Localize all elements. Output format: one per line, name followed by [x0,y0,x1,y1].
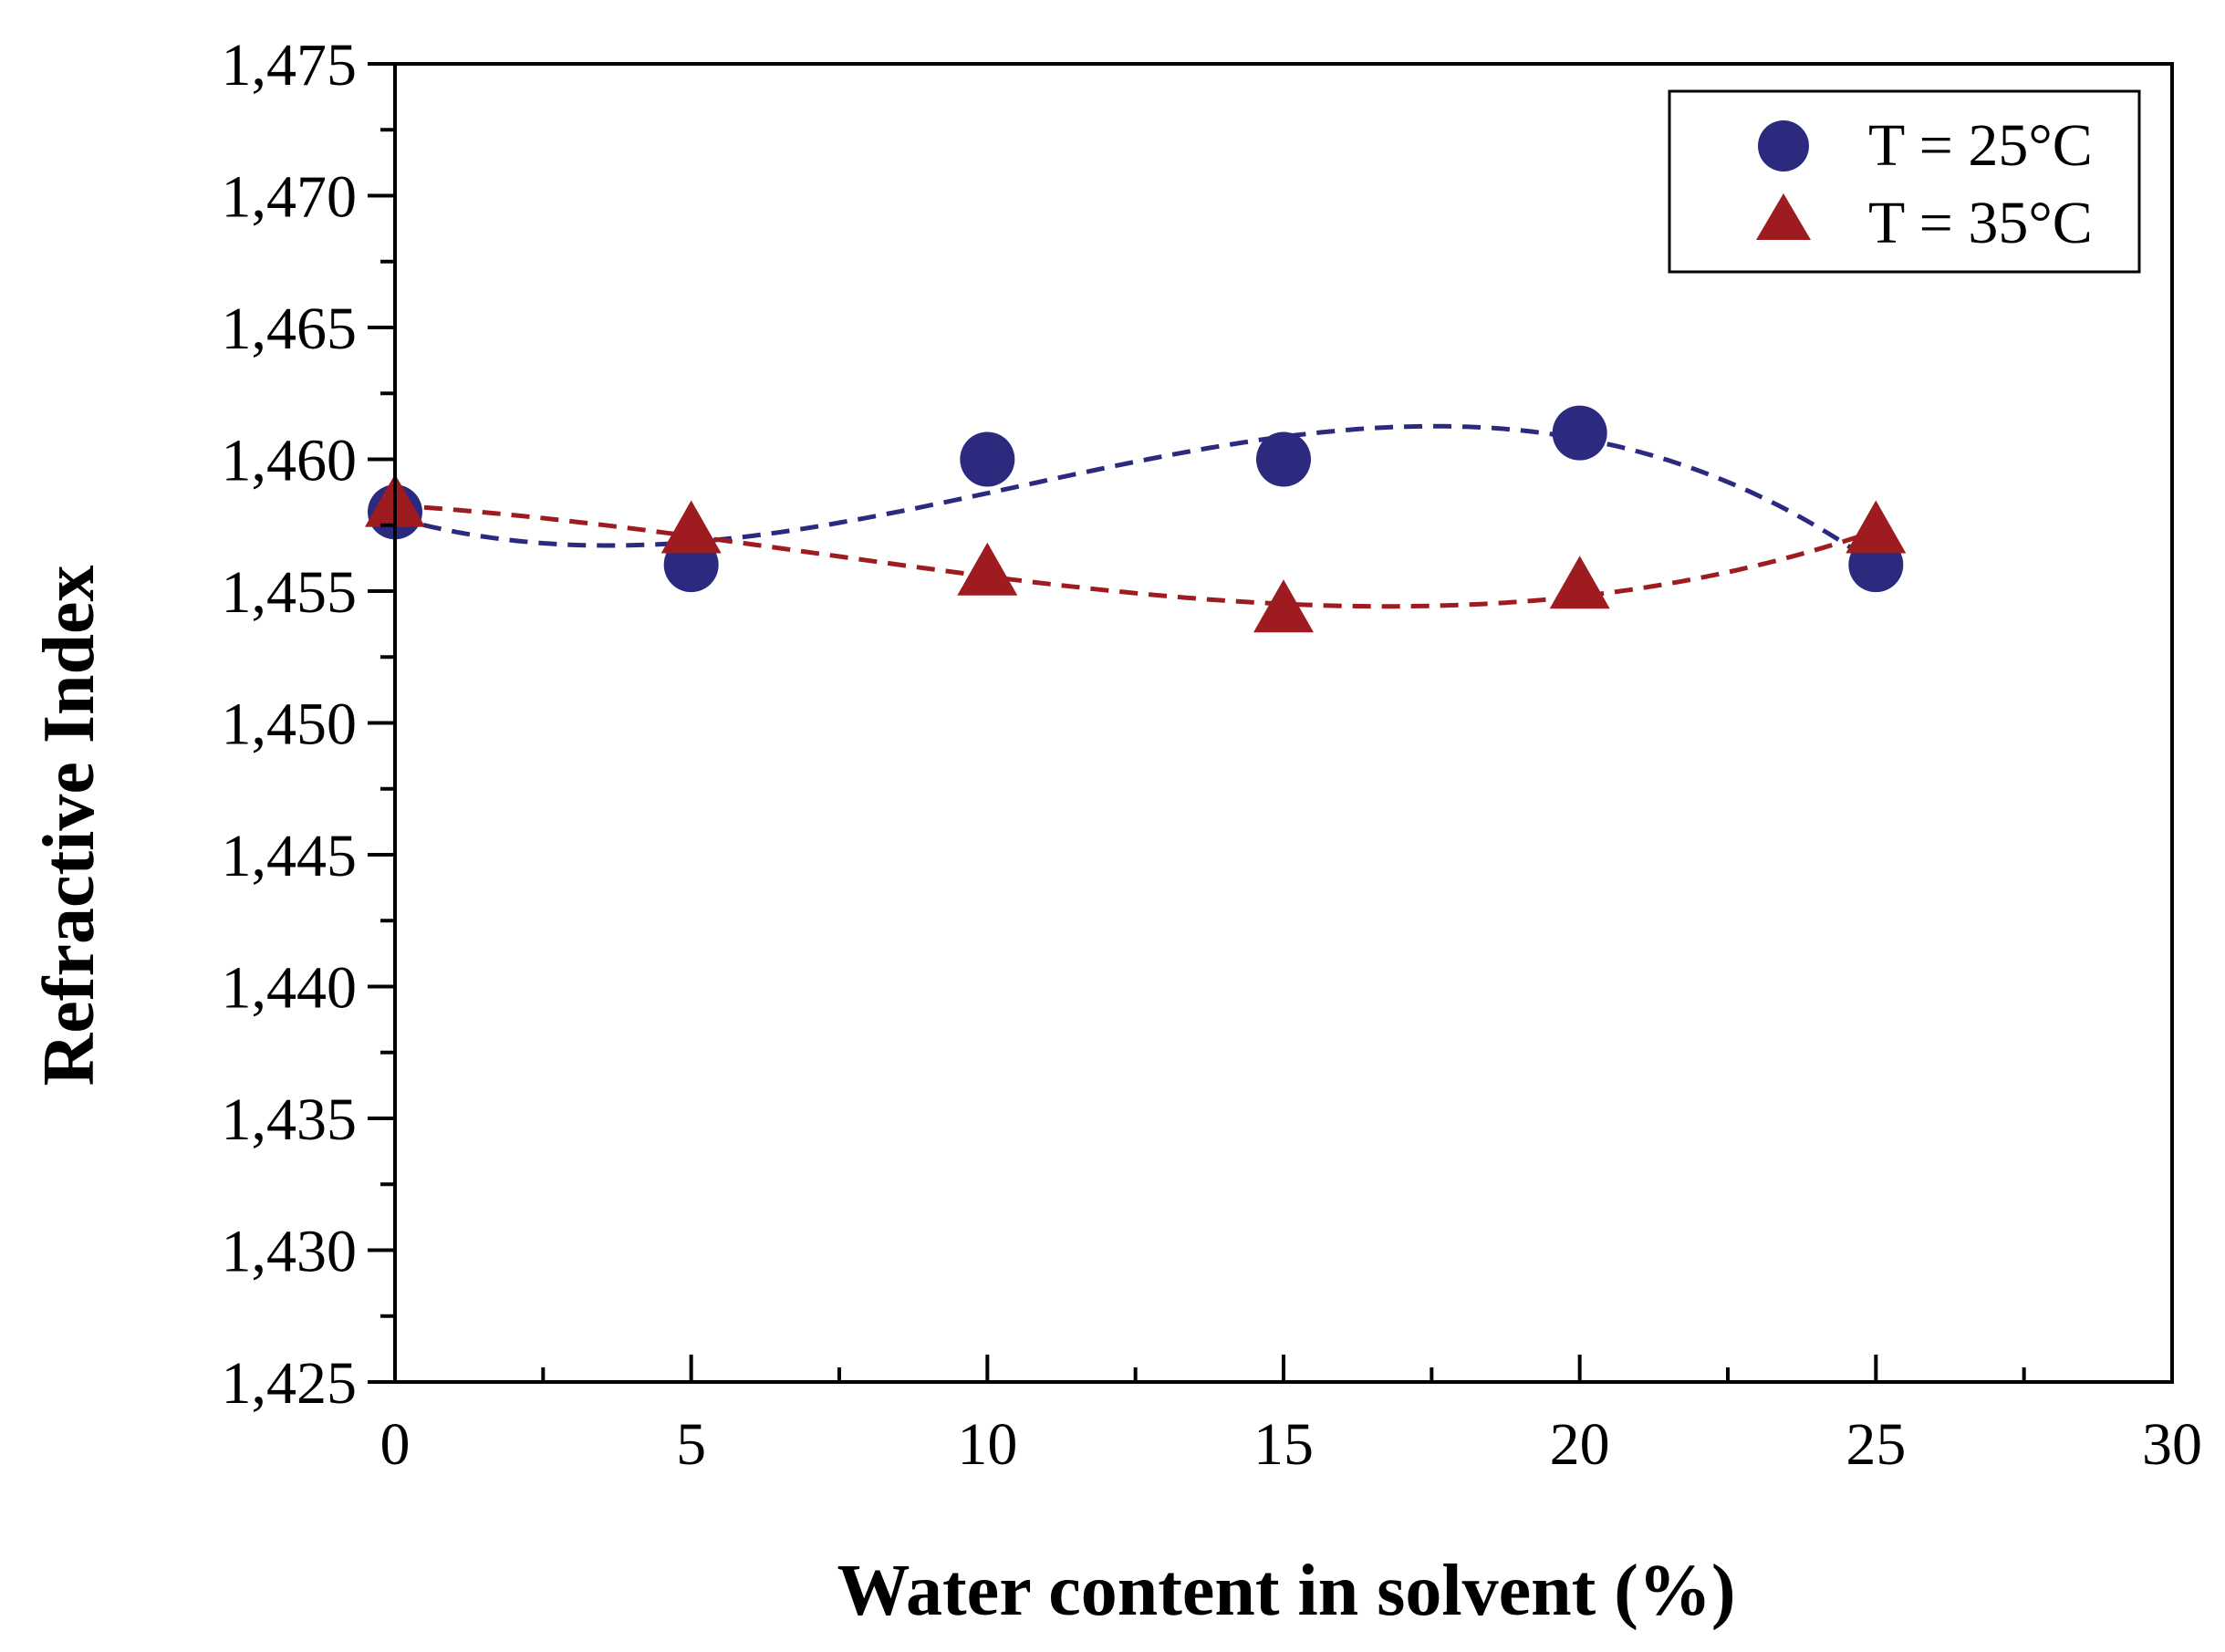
legend-marker-25c [1758,120,1809,171]
fit-curve-series-1 [394,503,1877,609]
data-markers [365,405,1907,633]
fit-curves [394,423,1877,609]
data-point-triangle [1253,579,1314,633]
x-tick-label: 0 [380,1411,411,1478]
x-tick-label: 15 [1253,1411,1314,1478]
data-point-triangle [1846,500,1907,554]
x-tick-label: 5 [676,1411,706,1478]
y-axis-title: Refractive Index [29,566,109,1086]
y-tick-label: 1,465 [222,296,358,362]
legend-label-35c: T = 35°C [1868,190,2093,256]
data-point-circle [1552,405,1607,461]
y-tick-label: 1,475 [222,32,358,99]
data-point-triangle [957,542,1018,596]
y-tick-label: 1,450 [222,691,358,758]
data-point-triangle [660,500,722,554]
legend-box [1668,89,2141,274]
y-tick-label: 1,455 [222,559,358,626]
legend-label-25c: T = 25°C [1868,112,2093,179]
y-tick-label: 1,435 [222,1086,358,1153]
axes: 0 5 10 15 20 25 30 1,425 1,430 1,435 1,440 1,445 1,4… [222,32,2203,1478]
y-tick-label: 1,425 [222,1350,358,1417]
y-tick-label: 1,460 [222,428,358,494]
data-point-circle [1256,431,1311,487]
x-tick-label: 30 [2142,1411,2202,1478]
x-axis-title: Water content in solvent (%) [837,1551,1735,1631]
x-tick-label: 20 [1550,1411,1610,1478]
x-tick-label: 10 [957,1411,1017,1478]
fit-curve-series-0 [394,423,1877,567]
y-tick-label: 1,445 [222,823,358,889]
x-tick-label: 25 [1846,1411,1906,1478]
data-point-circle [960,431,1015,487]
data-point-triangle [1549,556,1610,609]
y-tick-label: 1,440 [222,955,358,1022]
y-tick-label: 1,470 [222,164,358,231]
legend: T = 25°C T = 35°C [1668,89,2141,274]
legend-marker-35c [1756,193,1811,240]
y-tick-label: 1,430 [222,1219,358,1285]
